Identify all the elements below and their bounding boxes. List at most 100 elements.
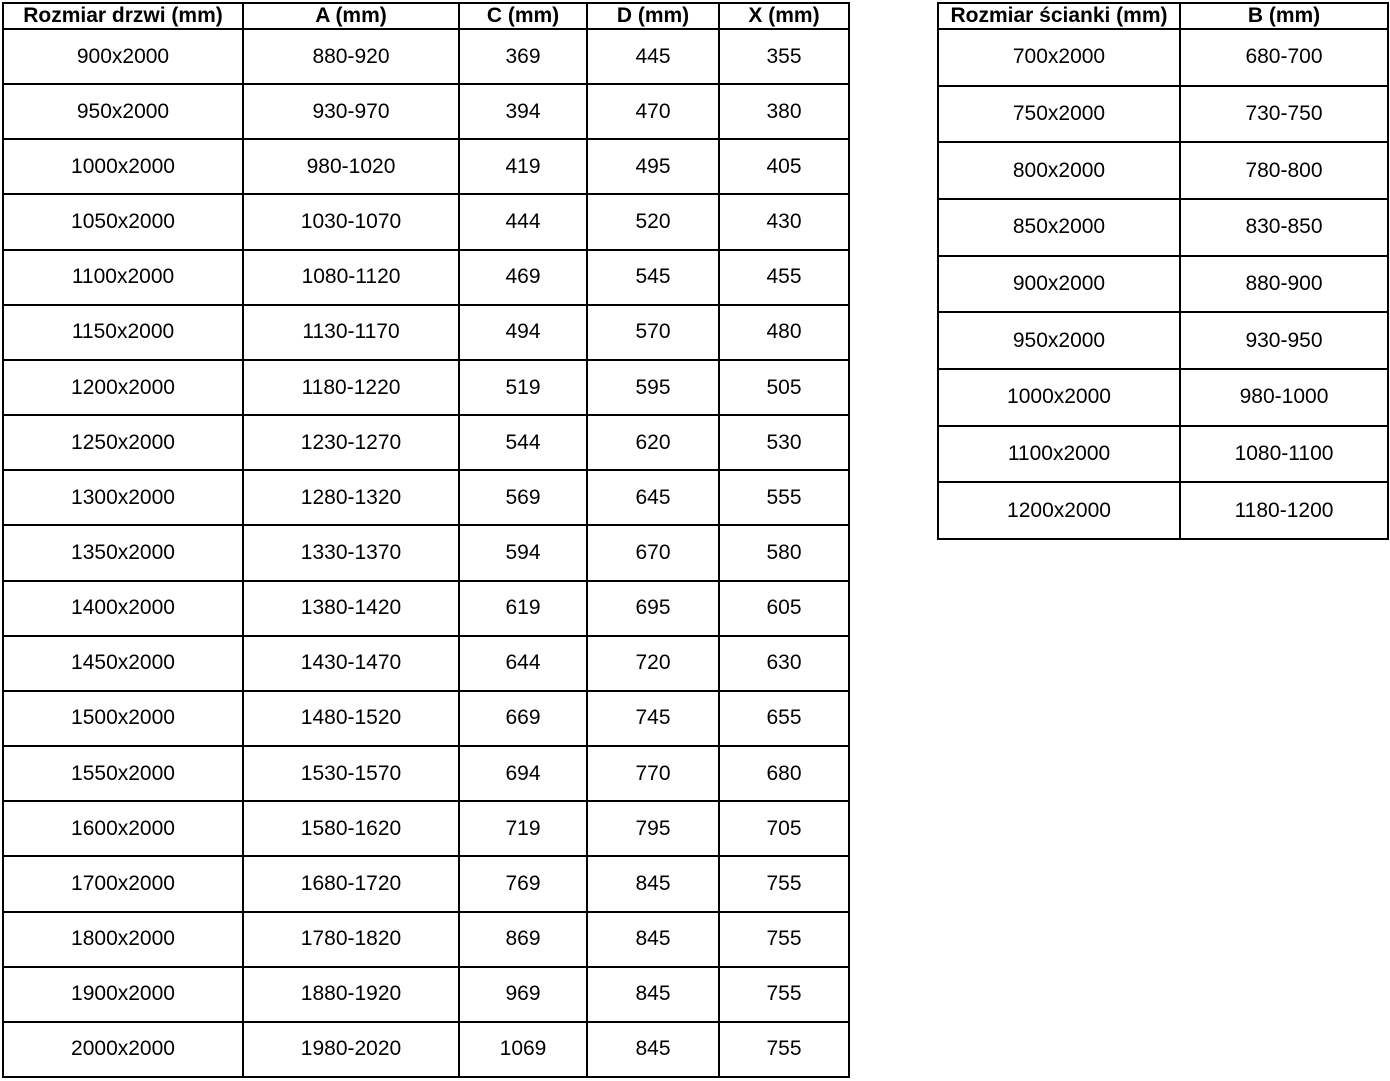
table-cell: 570 — [586, 303, 720, 361]
table-cell: 405 — [718, 138, 850, 196]
table-row: 1450x2000 1430-1470 644 720 630 — [2, 634, 850, 692]
table-row: 1000x2000 980-1020 419 495 405 — [2, 138, 850, 196]
table-cell: 594 — [458, 524, 588, 582]
table-cell: 719 — [458, 800, 588, 858]
table-cell: 369 — [458, 27, 588, 86]
table-row: 1100x2000 1080-1100 — [937, 424, 1389, 484]
table-row: 1000x2000 980-1000 — [937, 367, 1389, 427]
wall-sizes-table: Rozmiar ścianki (mm) B (mm) 700x2000 680-70… — [937, 2, 1389, 540]
table-cell: 669 — [458, 689, 588, 748]
table-cell: 800x2000 — [937, 141, 1181, 200]
table-row: 1350x2000 1330-1370 594 670 580 — [2, 524, 850, 582]
table-cell: 1380-1420 — [242, 579, 460, 637]
table-cell: 700x2000 — [937, 28, 1181, 87]
table-cell: 1180-1200 — [1179, 481, 1389, 540]
table-cell: 705 — [718, 800, 850, 858]
table-cell: 769 — [458, 855, 588, 913]
table-row: 950x2000 930-970 394 470 380 — [2, 83, 850, 141]
table-row: 1800x2000 1780-1820 869 845 755 — [2, 910, 850, 968]
table-cell: 670 — [586, 524, 720, 582]
table-cell: 355 — [718, 27, 850, 86]
table-cell: 1069 — [458, 1020, 588, 1079]
table-cell: 1530-1570 — [242, 745, 460, 803]
table-cell: 795 — [586, 800, 720, 858]
table-cell: 1030-1070 — [242, 193, 460, 251]
table-cell: 605 — [718, 579, 850, 637]
table-cell: 555 — [718, 469, 850, 527]
table-cell: 1230-1270 — [242, 414, 460, 472]
table-cell: 1600x2000 — [2, 800, 244, 858]
table-cell: 1200x2000 — [937, 481, 1181, 540]
table-cell: 545 — [586, 248, 720, 306]
table-cell: 1430-1470 — [242, 634, 460, 692]
table-cell: 980-1000 — [1179, 367, 1389, 427]
table-row: 1400x2000 1380-1420 619 695 605 — [2, 579, 850, 637]
table-cell: 470 — [586, 83, 720, 141]
table-cell: 1080-1120 — [242, 248, 460, 306]
table-cell: 1680-1720 — [242, 855, 460, 913]
table-cell: 1580-1620 — [242, 800, 460, 858]
table-cell: 580 — [718, 524, 850, 582]
table-cell: 380 — [718, 83, 850, 141]
table-cell: 1150x2000 — [2, 303, 244, 361]
table-row: 950x2000 930-950 — [937, 311, 1389, 370]
column-header: B (mm) — [1179, 2, 1389, 30]
table-cell: 494 — [458, 303, 588, 361]
door-sizes-table: Rozmiar drzwi (mm) A (mm) C (mm) D (mm) X (m… — [2, 2, 850, 1079]
table-cell: 755 — [718, 855, 850, 913]
table-cell: 845 — [586, 1020, 720, 1079]
header-row: Rozmiar drzwi (mm) A (mm) C (mm) D (mm) X (m… — [2, 2, 850, 30]
table-cell: 595 — [586, 358, 720, 417]
table-row: 1700x2000 1680-1720 769 845 755 — [2, 855, 850, 913]
table-cell: 930-950 — [1179, 311, 1389, 370]
table-row: 850x2000 830-850 — [937, 197, 1389, 257]
table-cell: 520 — [586, 193, 720, 251]
table-cell: 1700x2000 — [2, 855, 244, 913]
table-cell: 469 — [458, 248, 588, 306]
table-cell: 850x2000 — [937, 197, 1181, 257]
table-row: 1900x2000 1880-1920 969 845 755 — [2, 965, 850, 1023]
table-cell: 1800x2000 — [2, 910, 244, 968]
table-row: 1200x2000 1180-1220 519 595 505 — [2, 358, 850, 417]
column-header: Rozmiar drzwi (mm) — [2, 2, 244, 30]
table-cell: 1300x2000 — [2, 469, 244, 527]
table-cell: 1130-1170 — [242, 303, 460, 361]
table-row: 750x2000 730-750 — [937, 84, 1389, 144]
table-cell: 830-850 — [1179, 197, 1389, 257]
table-row: 1100x2000 1080-1120 469 545 455 — [2, 248, 850, 306]
table-cell: 445 — [586, 27, 720, 86]
table-cell: 1900x2000 — [2, 965, 244, 1023]
column-header: D (mm) — [586, 2, 720, 30]
header-row: Rozmiar ścianki (mm) B (mm) — [937, 2, 1389, 30]
table-cell: 505 — [718, 358, 850, 417]
table-cell: 419 — [458, 138, 588, 196]
table-cell: 1350x2000 — [2, 524, 244, 582]
table-cell: 695 — [586, 579, 720, 637]
table-row: 1150x2000 1130-1170 494 570 480 — [2, 303, 850, 361]
table-cell: 1280-1320 — [242, 469, 460, 527]
table-cell: 1200x2000 — [2, 358, 244, 417]
table-row: 1600x2000 1580-1620 719 795 705 — [2, 800, 850, 858]
table-cell: 755 — [718, 910, 850, 968]
table-cell: 1550x2000 — [2, 745, 244, 803]
table-cell: 455 — [718, 248, 850, 306]
table-row: 700x2000 680-700 — [937, 28, 1389, 87]
table-cell: 444 — [458, 193, 588, 251]
table-cell: 495 — [586, 138, 720, 196]
table-cell: 750x2000 — [937, 84, 1181, 144]
table-cell: 430 — [718, 193, 850, 251]
column-header: A (mm) — [242, 2, 460, 30]
table-cell: 619 — [458, 579, 588, 637]
table-cell: 1400x2000 — [2, 579, 244, 637]
table-cell: 1450x2000 — [2, 634, 244, 692]
table-cell: 1880-1920 — [242, 965, 460, 1023]
table-cell: 1780-1820 — [242, 910, 460, 968]
table-cell: 969 — [458, 965, 588, 1023]
table-cell: 1980-2020 — [242, 1020, 460, 1079]
table-cell: 755 — [718, 965, 850, 1023]
table-row: 1050x2000 1030-1070 444 520 430 — [2, 193, 850, 251]
table-row: 800x2000 780-800 — [937, 141, 1389, 200]
table-cell: 755 — [718, 1020, 850, 1079]
table-row: 1200x2000 1180-1200 — [937, 481, 1389, 540]
table-cell: 745 — [586, 689, 720, 748]
